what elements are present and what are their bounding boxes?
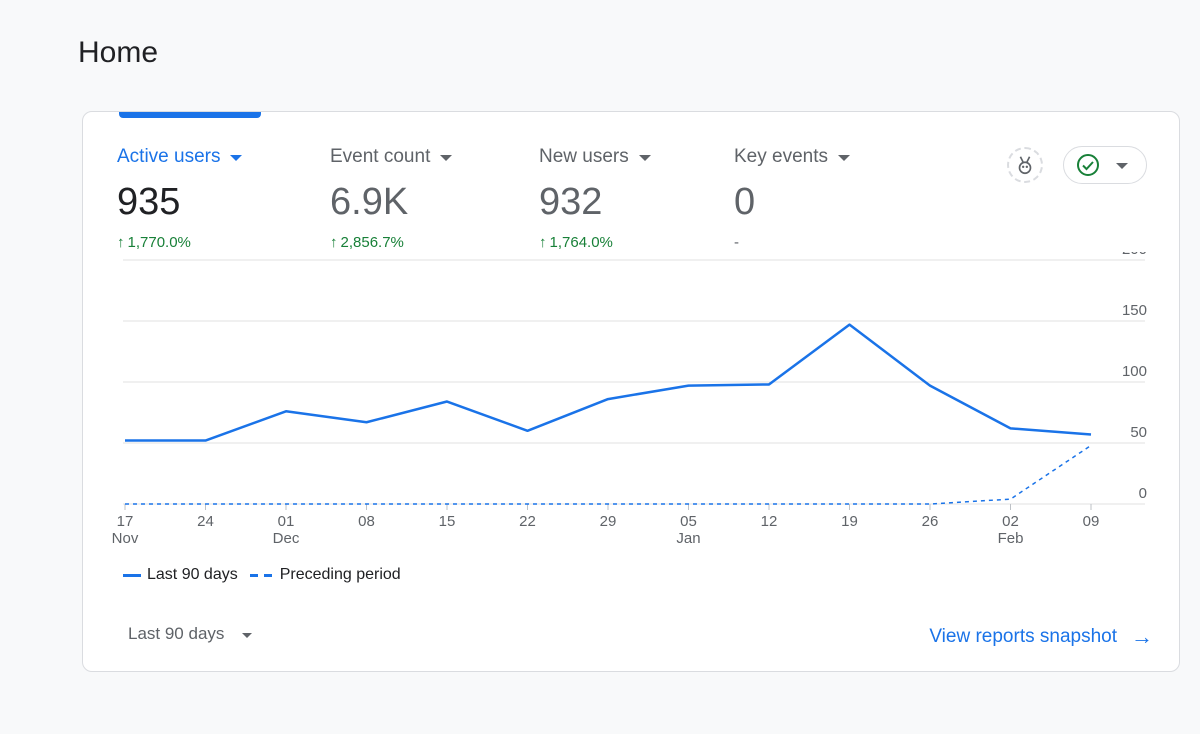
x-tick-label: 22 bbox=[519, 513, 536, 530]
x-tick-label: 29 bbox=[600, 513, 617, 530]
metric-change: ↑ 1,770.0% bbox=[117, 232, 242, 252]
x-tick-label: 26 bbox=[922, 513, 939, 530]
chart-grid bbox=[123, 259, 1145, 505]
snapshot-link-label: View reports snapshot bbox=[929, 626, 1117, 647]
x-tick-month-label: Nov bbox=[112, 530, 139, 547]
metric-label: Active users bbox=[117, 146, 221, 167]
caret-down-icon bbox=[1116, 163, 1128, 169]
legend-item-current[interactable]: Last 90 days bbox=[123, 566, 238, 584]
y-tick-label: 0 bbox=[1139, 485, 1147, 502]
y-tick-label: 100 bbox=[1122, 363, 1147, 380]
x-tick-label: 17 bbox=[117, 513, 134, 530]
y-axis-labels: 0 50 100 150 200 bbox=[1122, 252, 1147, 502]
x-tick-month-label: Dec bbox=[273, 530, 300, 547]
metric-change: ↑ 2,856.7% bbox=[330, 232, 452, 252]
metric-change-value: 2,856.7% bbox=[340, 233, 404, 251]
metric-value: 0 bbox=[734, 181, 756, 223]
arrow-up-icon: ↑ bbox=[330, 233, 338, 251]
active-tab-indicator bbox=[119, 112, 261, 118]
metric-change-value: 1,764.0% bbox=[549, 233, 613, 251]
y-tick-label: 200 bbox=[1122, 252, 1147, 258]
caret-down-icon bbox=[440, 155, 453, 161]
x-tick-label: 15 bbox=[439, 513, 456, 530]
arrow-up-icon: ↑ bbox=[117, 233, 125, 251]
date-range-selector[interactable]: Last 90 days bbox=[128, 624, 253, 644]
caret-down-icon bbox=[838, 155, 850, 161]
metric-label: Event count bbox=[330, 146, 431, 167]
metric-change-value: 1,770.0% bbox=[127, 233, 191, 251]
status-dropdown-button[interactable] bbox=[1063, 146, 1147, 184]
date-range-label: Last 90 days bbox=[128, 624, 225, 643]
x-tick-label: 12 bbox=[761, 513, 778, 530]
metric-value: 935 bbox=[117, 181, 181, 223]
legend-label: Last 90 days bbox=[147, 566, 238, 583]
legend-label: Preceding period bbox=[279, 566, 401, 583]
metric-label: Key events bbox=[734, 146, 828, 167]
metric-value: 932 bbox=[539, 181, 603, 223]
metric-event-count[interactable]: Event count 6.9K ↑ 2,856.7% bbox=[330, 144, 453, 252]
x-tick-label: 02 bbox=[1002, 513, 1019, 530]
x-tick-label: 08 bbox=[358, 513, 375, 530]
y-tick-label: 150 bbox=[1122, 302, 1147, 319]
chart-legend: Last 90 days Preceding period bbox=[123, 566, 413, 584]
x-tick-label: 24 bbox=[197, 513, 214, 530]
page-title: Home bbox=[78, 36, 159, 69]
x-tick-label: 01 bbox=[278, 513, 295, 530]
insights-badge-icon bbox=[1018, 156, 1032, 175]
metric-change-value: - bbox=[734, 233, 739, 251]
caret-down-icon bbox=[638, 155, 651, 161]
metric-new-users[interactable]: New users 932 ↑ 1,764.0% bbox=[539, 144, 651, 252]
metric-active-users[interactable]: Active users 935 ↑ 1,770.0% bbox=[117, 144, 243, 252]
arrow-right-icon: → bbox=[1131, 624, 1153, 649]
x-tick-month-label: Jan bbox=[676, 530, 700, 547]
x-tick-label: 05 bbox=[680, 513, 697, 530]
y-tick-label: 50 bbox=[1130, 424, 1147, 441]
caret-down-icon bbox=[242, 632, 253, 638]
caret-down-icon bbox=[230, 155, 243, 161]
arrow-up-icon: ↑ bbox=[539, 233, 547, 251]
x-tick-month-label: Feb bbox=[998, 530, 1024, 547]
solid-line-swatch bbox=[123, 573, 141, 577]
metric-change: ↑ 1,764.0% bbox=[539, 232, 651, 252]
dashed-line-swatch bbox=[249, 573, 274, 577]
metric-change: - bbox=[734, 232, 850, 252]
chart-series bbox=[125, 323, 1092, 505]
view-reports-snapshot-link[interactable]: View reports snapshot → bbox=[929, 624, 1153, 650]
overview-card: Active users 935 ↑ 1,770.0% Event count … bbox=[82, 111, 1180, 672]
check-circle-icon bbox=[1077, 154, 1099, 176]
series-line-preceding-period[interactable] bbox=[125, 444, 1092, 505]
legend-item-previous[interactable]: Preceding period bbox=[249, 566, 401, 584]
metric-key-events[interactable]: Key events 0 - bbox=[734, 144, 850, 252]
metric-label: New users bbox=[539, 146, 629, 167]
series-line-last-90-days[interactable] bbox=[125, 323, 1092, 442]
x-tick-label: 09 bbox=[1083, 513, 1100, 530]
metric-value: 6.9K bbox=[330, 181, 409, 223]
x-tick-label: 19 bbox=[841, 513, 858, 530]
insights-badge-button[interactable] bbox=[1007, 147, 1043, 183]
